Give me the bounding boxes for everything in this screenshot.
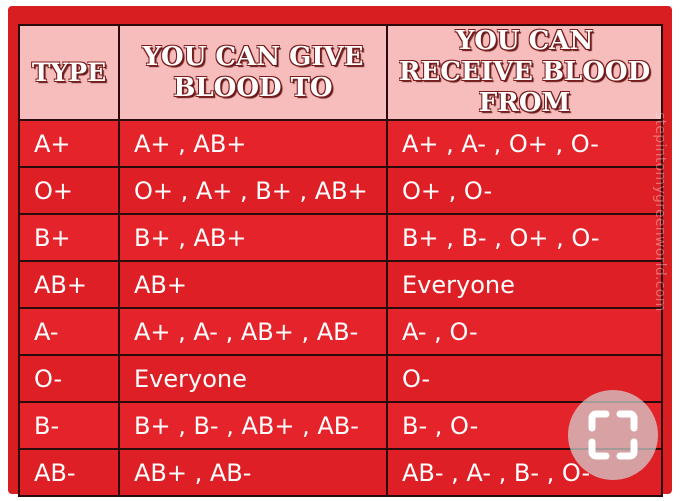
table-row: A- A+ , A- , AB+ , AB- A- , O-	[18, 307, 663, 356]
table-row: AB- AB+ , AB- AB- , A- , B- , O-	[18, 448, 663, 497]
cell-give: B+ , AB+	[118, 213, 388, 262]
cell-type: A-	[18, 307, 120, 356]
table-row: B- B+ , B- , AB+ , AB- B- , O-	[18, 401, 663, 450]
blood-compatibility-table: TYPE YOU CAN GIVE BLOOD TO YOU CAN RECEI…	[18, 24, 663, 497]
cell-type: O+	[18, 166, 120, 215]
cell-receive: B+ , B- , O+ , O-	[386, 213, 663, 262]
table-row: B+ B+ , AB+ B+ , B- , O+ , O-	[18, 213, 663, 262]
expand-corners-icon	[588, 410, 638, 460]
cell-type: A+	[18, 119, 120, 168]
cell-type: B-	[18, 401, 120, 450]
cell-receive: Everyone	[386, 260, 663, 309]
cell-give: B+ , B- , AB+ , AB-	[118, 401, 388, 450]
table-row: O+ O+ , A+ , B+ , AB+ O+ , O-	[18, 166, 663, 215]
cell-give: AB+	[118, 260, 388, 309]
cell-give: A+ , AB+	[118, 119, 388, 168]
header-type: TYPE	[18, 24, 120, 121]
cell-type: O-	[18, 354, 120, 403]
cell-type: AB-	[18, 448, 120, 497]
cell-receive: A- , O-	[386, 307, 663, 356]
cell-give: A+ , A- , AB+ , AB-	[118, 307, 388, 356]
header-receive: YOU CAN RECEIVE BLOOD FROM	[386, 24, 663, 121]
watermark-text: stepintomygreenworld.com	[652, 112, 668, 312]
visual-search-button[interactable]	[568, 390, 658, 480]
cell-receive: O+ , O-	[386, 166, 663, 215]
cell-give: AB+ , AB-	[118, 448, 388, 497]
table-row: AB+ AB+ Everyone	[18, 260, 663, 309]
cell-give: O+ , A+ , B+ , AB+	[118, 166, 388, 215]
header-give: YOU CAN GIVE BLOOD TO	[118, 24, 388, 121]
cell-type: AB+	[18, 260, 120, 309]
cell-receive: A+ , A- , O+ , O-	[386, 119, 663, 168]
table-row: A+ A+ , AB+ A+ , A- , O+ , O-	[18, 119, 663, 168]
cell-give: Everyone	[118, 354, 388, 403]
header-row: TYPE YOU CAN GIVE BLOOD TO YOU CAN RECEI…	[18, 24, 663, 121]
cell-type: B+	[18, 213, 120, 262]
table-row: O- Everyone O-	[18, 354, 663, 403]
